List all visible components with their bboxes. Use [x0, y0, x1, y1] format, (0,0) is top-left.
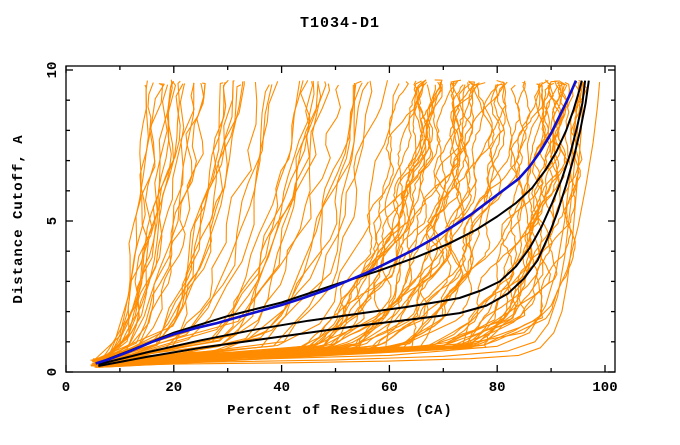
- orange-model-curve: [98, 84, 206, 364]
- orange-model-curve: [94, 84, 436, 361]
- orange-model-curve: [102, 83, 322, 368]
- orange-model-curve: [102, 81, 258, 367]
- orange-model-curve: [95, 81, 244, 360]
- y-axis-label: Distance Cutoff, A: [11, 134, 27, 303]
- y-tick-label: 0: [45, 368, 61, 376]
- orange-model-curve: [98, 81, 443, 365]
- orange-model-curve: [90, 80, 362, 366]
- orange-model-curve: [102, 79, 506, 361]
- x-tick-label: 0: [62, 380, 70, 396]
- ensemble-curves-group: [90, 79, 601, 368]
- orange-model-curve: [104, 84, 441, 361]
- orange-model-curve: [98, 82, 195, 366]
- highlight-curve-group: [95, 80, 578, 365]
- plot-border: [65, 65, 616, 373]
- x-tick-label: 100: [592, 380, 617, 396]
- orange-model-curve: [101, 80, 568, 360]
- orange-model-curve: [92, 82, 571, 362]
- x-tick-label: 20: [165, 380, 182, 396]
- orange-model-curve: [104, 81, 369, 366]
- orange-model-curve: [92, 81, 174, 365]
- orange-model-curve: [101, 83, 501, 365]
- orange-model-curve: [93, 81, 442, 363]
- x-axis-label: Percent of Residues (CA): [227, 403, 453, 419]
- orange-model-curve: [107, 80, 389, 365]
- orange-model-curve: [97, 84, 433, 365]
- orange-model-curve: [106, 82, 227, 365]
- black-reference-curve: [98, 80, 590, 367]
- orange-model-curve: [94, 81, 279, 367]
- orange-model-curve: [103, 83, 331, 362]
- orange-model-curve: [102, 80, 373, 362]
- black-reference-curve: [97, 80, 583, 364]
- orange-outlier-curve: [98, 82, 584, 367]
- x-tick-label: 80: [489, 380, 506, 396]
- orange-model-curve: [91, 84, 484, 367]
- orange-model-curve: [91, 82, 363, 361]
- orange-model-curve: [95, 83, 400, 364]
- reference-curves-group: [97, 80, 590, 367]
- orange-model-curve: [99, 81, 319, 361]
- orange-model-curve: [103, 82, 224, 365]
- orange-model-curve: [105, 79, 443, 366]
- orange-model-curve: [99, 84, 354, 361]
- orange-model-curve: [96, 81, 478, 368]
- orange-model-curve: [96, 80, 419, 367]
- x-tick-label: 60: [381, 380, 398, 396]
- orange-model-curve: [93, 84, 242, 363]
- orange-model-curve: [100, 80, 301, 364]
- y-tick-label: 10: [45, 62, 61, 79]
- orange-outlier-curve: [109, 82, 601, 364]
- orange-model-curve: [104, 84, 147, 366]
- tick-labels-group: 0 20 40 60 80 100 0 5 10: [45, 62, 618, 396]
- axis-ticks-group: [65, 66, 615, 373]
- orange-model-curve: [98, 83, 186, 367]
- orange-model-curve: [104, 79, 467, 361]
- orange-model-curve: [102, 83, 165, 363]
- orange-model-curve: [101, 81, 475, 364]
- orange-model-curve: [96, 79, 173, 366]
- orange-model-curve: [99, 80, 315, 362]
- orange-model-curve: [94, 81, 234, 367]
- black-reference-curve: [98, 80, 587, 366]
- orange-model-curve: [99, 79, 229, 367]
- orange-model-curve: [95, 84, 497, 368]
- orange-model-curve: [98, 80, 459, 368]
- orange-model-curve: [95, 82, 195, 368]
- x-tick-label: 40: [273, 380, 290, 396]
- blue-highlight-curve: [95, 80, 578, 365]
- orange-model-curve: [97, 81, 327, 367]
- orange-model-curve: [93, 84, 169, 361]
- orange-model-curve: [101, 83, 588, 368]
- orange-model-curve: [101, 81, 527, 361]
- orange-model-curve: [95, 81, 427, 364]
- orange-model-curve: [100, 80, 549, 361]
- orange-model-curve: [102, 79, 551, 368]
- y-tick-label: 5: [45, 217, 61, 225]
- chart-title: T1034-D1: [300, 15, 380, 32]
- orange-model-curve: [102, 84, 341, 365]
- orange-model-curve: [100, 82, 474, 362]
- orange-model-curve: [90, 81, 513, 361]
- orange-model-curve: [105, 82, 205, 368]
- orange-model-curve: [102, 82, 541, 360]
- orange-model-curve: [91, 81, 314, 362]
- orange-model-curve: [106, 82, 582, 368]
- orange-model-curve: [94, 84, 270, 366]
- orange-model-curve: [96, 79, 427, 367]
